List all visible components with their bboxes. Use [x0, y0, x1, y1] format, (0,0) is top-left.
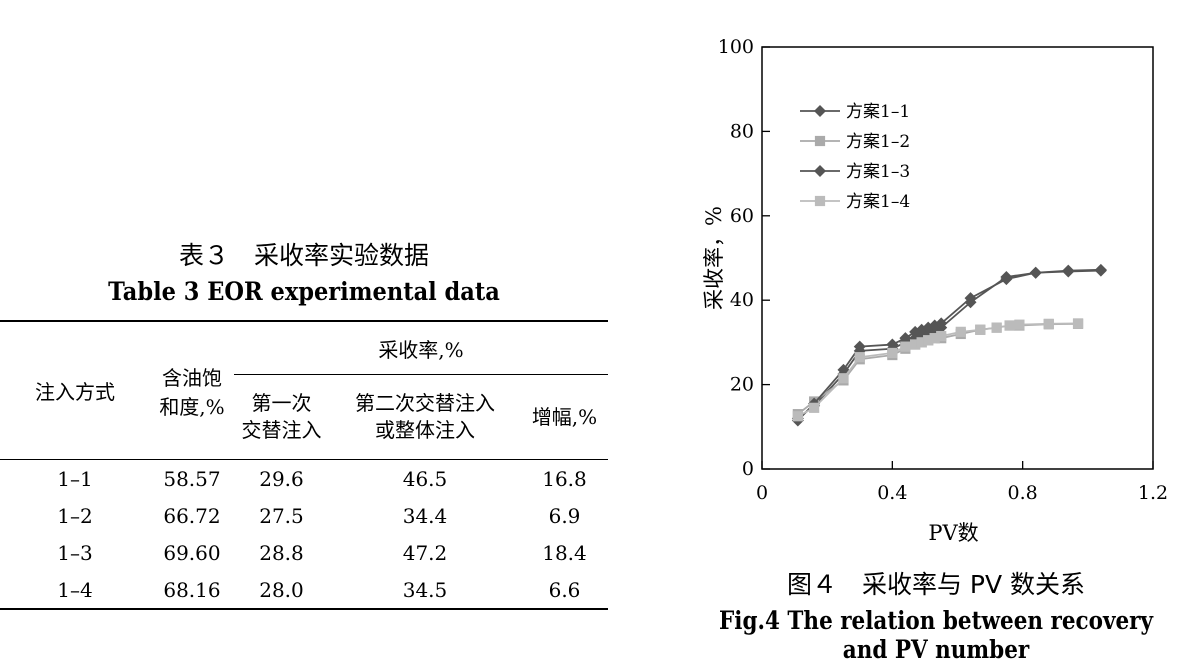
cell-saturation: 66.72	[163, 503, 221, 528]
legend-label: 方案1–1	[846, 102, 910, 122]
cell-second: 34.4	[402, 503, 448, 528]
series-line-3	[797, 268, 1101, 422]
y-tick-label: 60	[730, 205, 754, 227]
x-tick-label: 0.4	[877, 482, 907, 504]
y-tick-label: 100	[718, 36, 754, 58]
cell-saturation: 68.16	[163, 577, 221, 602]
series-4-point	[936, 330, 947, 342]
series-4-point	[923, 335, 934, 346]
x-tick-label: 0	[756, 482, 768, 504]
legend-label: 方案1–2	[846, 132, 910, 152]
y-tick-label: 80	[730, 120, 754, 142]
cell-mode: 1–1	[57, 466, 93, 491]
eor-experimental-table: 注入方式 含油饱 和度,% 采收率,% 第一次 交替注入 第二次交替注入 或整体…	[0, 320, 608, 610]
series-4-point	[916, 337, 927, 348]
header-recovery: 采收率,%	[234, 321, 608, 375]
legend-marker	[814, 105, 826, 117]
figure-caption-zh: 图４ 采收率与 PV 数关系	[786, 570, 1086, 599]
cell-first: 28.8	[259, 540, 304, 565]
legend-marker	[814, 165, 826, 177]
series-3-point	[964, 292, 977, 305]
y-tick-label: 40	[730, 289, 754, 311]
cell-mode: 1–4	[57, 577, 93, 602]
legend-marker	[814, 135, 826, 147]
series-3-point	[837, 363, 850, 376]
cell-second: 34.5	[402, 577, 448, 602]
series-4-point	[910, 339, 921, 350]
series-3-point	[1029, 266, 1042, 279]
cell-saturation: 58.57	[163, 466, 221, 491]
header-first-alternating: 第一次 交替注入	[234, 374, 329, 460]
cell-increase: 16.8	[542, 466, 587, 491]
table-row: 1–1 58.57 29.6 46.5 16.8	[0, 460, 608, 498]
series-line-1	[797, 269, 1101, 420]
legend-label: 方案1–3	[846, 162, 910, 182]
cell-mode: 1–2	[57, 503, 93, 528]
series-4-point	[1014, 319, 1025, 330]
series-4-point	[809, 402, 820, 413]
series-3-point	[1094, 263, 1107, 276]
series-4-point	[1072, 318, 1084, 329]
x-axis-title: PV数	[928, 521, 978, 545]
table-row: 1–2 66.72 27.5 34.4 6.9	[0, 497, 608, 534]
series-3-point	[899, 332, 912, 345]
table-caption-en: Table 3 EOR experimental data	[108, 277, 500, 306]
cell-mode: 1–3	[57, 540, 93, 565]
cell-first: 28.0	[259, 577, 304, 602]
series-4-point	[1043, 318, 1054, 329]
cell-increase: 6.9	[548, 503, 581, 528]
series-4-point	[975, 324, 986, 335]
header-injection-mode: 注入方式	[0, 321, 150, 460]
plot-frame	[761, 46, 1154, 470]
series-3-point	[1062, 264, 1075, 277]
cell-second: 46.5	[402, 466, 448, 491]
recovery-vs-pv-chart: 0 20 40 60 80 100 0 0.4 0.8 1.2 PV数 采收率，% 方案1–1 方案1–2…	[702, 36, 1168, 545]
series-4-point	[792, 411, 803, 422]
cell-first: 27.5	[259, 503, 304, 528]
table-row: 1–3 69.60 28.8 47.2 18.4	[0, 534, 608, 571]
cell-increase: 18.4	[542, 540, 587, 565]
series-3-point	[886, 338, 899, 351]
legend-label: 方案1–4	[846, 192, 910, 212]
cell-saturation: 69.60	[163, 540, 221, 565]
series-4-point	[854, 352, 865, 363]
cell-first: 29.6	[259, 466, 304, 491]
legend-marker	[814, 195, 826, 207]
series-4-point	[1004, 320, 1015, 331]
x-tick-label: 0.8	[1008, 482, 1038, 504]
series-4-point	[955, 326, 966, 337]
y-tick-label: 0	[742, 458, 754, 480]
series-4-point	[887, 347, 898, 359]
table-row: 1–4 68.16 28.0 34.5 6.6	[0, 571, 608, 609]
figure-caption-en: Fig.4 The relation between recovery and …	[719, 606, 1153, 664]
x-tick-label: 1.2	[1138, 482, 1168, 504]
table-caption-zh: 表３ 采收率实验数据	[178, 241, 429, 270]
y-axis-title: 采收率，%	[702, 206, 726, 310]
series-4-point	[838, 373, 849, 384]
eor-table-container: 注入方式 含油饱 和度,% 采收率,% 第一次 交替注入 第二次交替注入 或整体…	[0, 320, 608, 610]
header-increase: 增幅,%	[521, 374, 608, 460]
series-4-point	[929, 333, 940, 344]
series-4-point	[991, 322, 1002, 333]
cell-second: 47.2	[402, 540, 448, 565]
cell-increase: 6.6	[548, 577, 581, 602]
series-3-point	[853, 340, 866, 353]
y-tick-label: 20	[730, 374, 754, 396]
series-3-point	[1000, 273, 1013, 286]
series-4-point	[900, 341, 911, 352]
header-second-alternating: 第二次交替注入 或整体注入	[329, 374, 521, 460]
header-oil-saturation: 含油饱 和度,%	[150, 321, 234, 460]
